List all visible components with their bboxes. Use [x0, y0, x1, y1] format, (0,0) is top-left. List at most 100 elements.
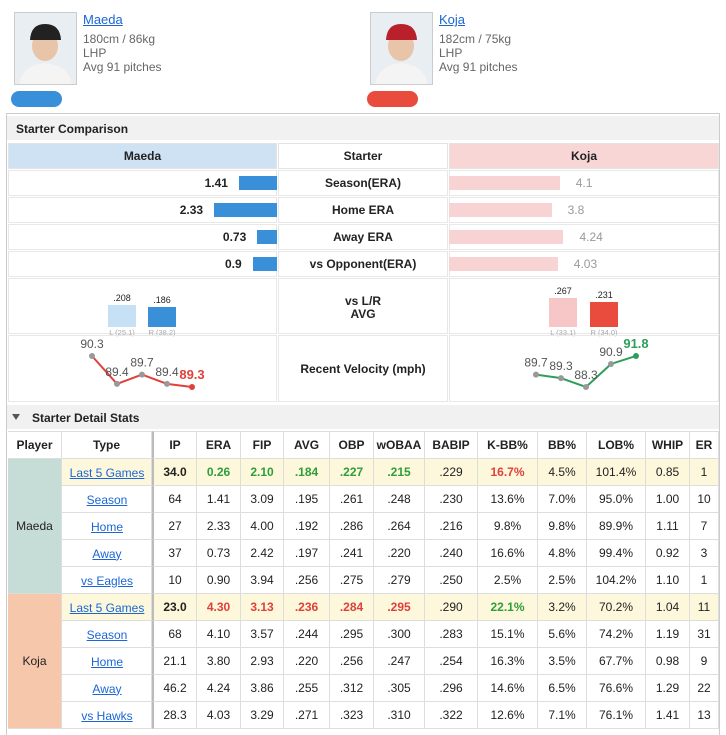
velocity-point	[558, 375, 564, 382]
stat-cell: 4.03	[197, 702, 241, 729]
player-throws: LHP	[83, 46, 107, 60]
type-link[interactable]: vs Hawks	[81, 708, 133, 723]
stat-cell: 0.98	[646, 648, 690, 675]
velocity-value: 89.4	[155, 365, 179, 379]
type-link[interactable]: Season	[86, 492, 128, 507]
stat-cell: 13.6%	[478, 486, 538, 513]
stat-cell: .323	[330, 702, 374, 729]
stat-cell: 21.1	[152, 648, 197, 675]
era-value: 4.24	[579, 230, 603, 244]
stat-cell: 28.3	[152, 702, 197, 729]
type-link[interactable]: Last 5 Games	[69, 600, 145, 615]
row-cell	[8, 335, 277, 402]
stat-cell: 89.9%	[587, 513, 646, 540]
stat-cell: .310	[374, 702, 425, 729]
row-label: Home ERA	[331, 203, 394, 217]
stat-cell: .322	[425, 702, 478, 729]
stat-cell: .229	[425, 459, 478, 486]
era-bar	[214, 203, 277, 217]
type-cell	[62, 567, 152, 594]
type-link[interactable]: vs Eagles	[80, 573, 134, 588]
stat-cell: 2.10	[241, 459, 284, 486]
row-label: vs Opponent(ERA)	[309, 257, 417, 271]
split-sample: R (38.2)	[148, 328, 176, 337]
stat-cell: 1.04	[646, 594, 690, 621]
stat-cell: .227	[330, 459, 374, 486]
type-cell	[62, 648, 152, 675]
era-bar	[252, 257, 277, 271]
stat-cell: .248	[374, 486, 425, 513]
stat-cell: 14.6%	[478, 675, 538, 702]
stat-cell: 1.00	[646, 486, 690, 513]
player-name[interactable]: Maeda	[83, 12, 123, 27]
stat-cell: .284	[330, 594, 374, 621]
split-value: .231	[595, 290, 613, 301]
stat-cell: 6.5%	[538, 675, 587, 702]
row-label: Away ERA	[333, 230, 393, 244]
stat-cell: 23.0	[152, 594, 197, 621]
type-link[interactable]: Season	[86, 627, 128, 642]
stat-cell: 76.6%	[587, 675, 646, 702]
stat-cell: 4.10	[197, 621, 241, 648]
stat-cell: 9.8%	[478, 513, 538, 540]
velocity-point	[89, 353, 95, 359]
stat-cell: .295	[330, 621, 374, 648]
stat-cell: .195	[284, 486, 330, 513]
stat-cell: .283	[425, 621, 478, 648]
era-value: 4.1	[575, 176, 593, 190]
stat-cell: 2.5%	[478, 567, 538, 594]
type-link[interactable]: Last 5 Games	[69, 465, 145, 480]
row-cell	[278, 335, 448, 402]
stat-cell: 7.1%	[538, 702, 587, 729]
stat-cell: 3.57	[241, 621, 284, 648]
stat-cell: 46.2	[152, 675, 197, 702]
type-cell	[62, 594, 152, 621]
player-name[interactable]: Koja	[439, 12, 466, 27]
stat-cell: .230	[425, 486, 478, 513]
velocity-point	[608, 360, 614, 367]
cap	[386, 24, 417, 40]
split-sample: R (34.0)	[590, 328, 618, 337]
stat-cell: 1	[690, 567, 719, 594]
row-cell	[8, 278, 277, 334]
type-cell	[62, 540, 152, 567]
player-body: 180cm / 86kg	[83, 32, 156, 46]
type-link[interactable]: Home	[90, 654, 123, 669]
stat-cell: .247	[374, 648, 425, 675]
stat-cell: 1.41	[646, 702, 690, 729]
row-cell	[278, 170, 448, 196]
table-header: OBP	[330, 431, 374, 459]
stat-cell: 3.13	[241, 594, 284, 621]
type-link[interactable]: Away	[92, 546, 122, 561]
stat-cell: 74.2%	[587, 621, 646, 648]
stat-cell: 2.42	[241, 540, 284, 567]
velocity-point	[583, 384, 589, 390]
stat-cell: 3.86	[241, 675, 284, 702]
stat-cell: .264	[374, 513, 425, 540]
stat-cell: 7.0%	[538, 486, 587, 513]
stat-cell: 9	[690, 648, 719, 675]
stat-cell: .296	[425, 675, 478, 702]
stat-cell: .240	[425, 540, 478, 567]
stat-cell: 67.7%	[587, 648, 646, 675]
player-cell: Koja	[8, 594, 62, 729]
type-link[interactable]: Away	[92, 681, 122, 696]
shoulders	[375, 63, 428, 84]
stat-cell: 104.2%	[587, 567, 646, 594]
table-header: ERA	[197, 431, 241, 459]
stat-cell: 34.0	[152, 459, 197, 486]
stat-cell: 1.11	[646, 513, 690, 540]
cap	[30, 24, 61, 40]
table-header: BB%	[538, 431, 587, 459]
stat-cell: 10	[690, 486, 719, 513]
section-header: Starter Comparison	[7, 116, 719, 140]
player-body: 182cm / 75kg	[439, 32, 512, 46]
stat-cell: 4.00	[241, 513, 284, 540]
stat-cell: .241	[330, 540, 374, 567]
table-header: BABIP	[425, 431, 478, 459]
stat-cell: .256	[330, 648, 374, 675]
type-link[interactable]: Home	[90, 519, 123, 534]
stat-cell: 22	[690, 675, 719, 702]
stat-cell: .271	[284, 702, 330, 729]
